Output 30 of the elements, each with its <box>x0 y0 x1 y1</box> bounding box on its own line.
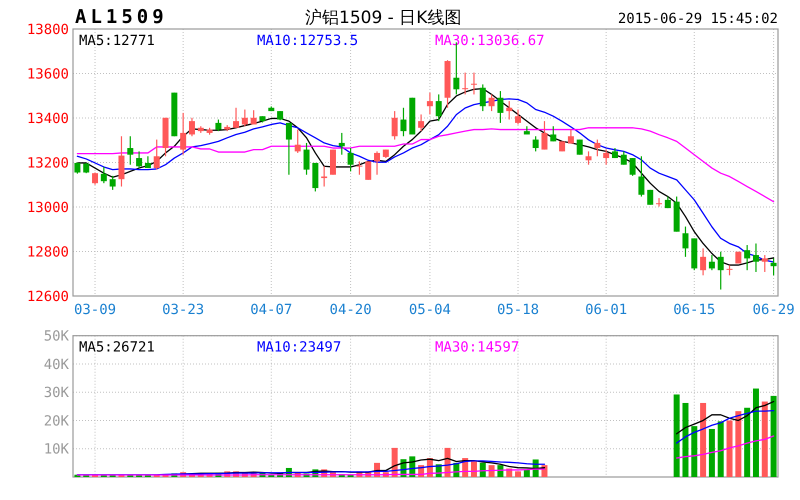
text: MA5:26721 <box>79 340 155 356</box>
text: 2015-06-29 15:45:02 <box>618 11 778 27</box>
y-tick-label: 13400 <box>26 111 69 127</box>
x-tick-label: 06-01 <box>585 302 628 318</box>
x-tick-label: 05-18 <box>496 302 540 318</box>
x-tick-label: 05-04 <box>408 302 451 318</box>
x-tick-label: 04-07 <box>250 302 292 318</box>
text: MA10:23497 <box>257 340 342 356</box>
text: MA5:12771 <box>79 33 155 49</box>
y-tick-label: 13000 <box>26 200 69 216</box>
y-tick-label: 20K <box>44 413 70 430</box>
y-tick-label: 50K <box>44 328 70 345</box>
chart-subtitle: 沪铝1509 - 日K线图 <box>305 8 462 28</box>
x-tick-label: 04-20 <box>330 302 372 318</box>
x-tick-label: 06-29 <box>752 302 795 318</box>
y-tick-label: 40K <box>44 356 70 373</box>
x-tick-label: 03-09 <box>74 302 116 318</box>
y-tick-label: 10K <box>44 442 70 458</box>
x-tick-label: 06-15 <box>673 302 716 318</box>
text: MA10:12753.5 <box>257 33 358 49</box>
y-tick-label: 12600 <box>26 289 69 305</box>
text: MA30:14597 <box>435 340 520 356</box>
y-tick-label: 13800 <box>26 22 69 38</box>
x-tick-label: 03-23 <box>162 302 204 318</box>
y-tick-label: 13600 <box>26 66 69 82</box>
y-tick-label: 13200 <box>26 156 69 172</box>
y-tick-label: 30K <box>44 385 70 402</box>
chart-title: AL1509 <box>75 6 168 28</box>
y-tick-label: 12800 <box>26 244 69 260</box>
text: MA30:13036.67 <box>435 33 545 49</box>
